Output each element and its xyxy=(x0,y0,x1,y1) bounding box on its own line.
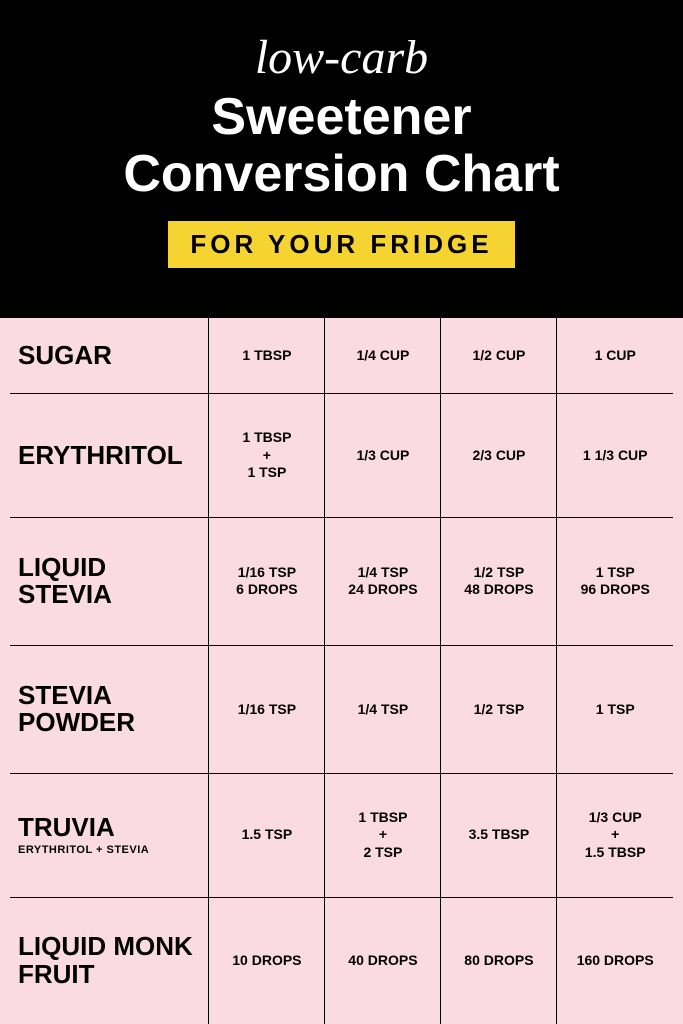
cell-value: 1 TSP 96 DROPS xyxy=(561,564,669,599)
conversion-cell: 1/3 CUP xyxy=(325,394,441,518)
conversion-table: SUGAR 1 TBSP 1/4 CUP 1/2 CUP 1 CUP ERYTHRITOL… xyxy=(10,318,673,1024)
page: low-carb Sweetener Conversion Chart FOR … xyxy=(0,0,683,1024)
table-row: LIQUID MONK FRUIT 10 DROPS 40 DROPS 80 DROP… xyxy=(10,897,673,1024)
script-label: low-carb xyxy=(40,30,643,85)
cell-value: 1/2 TSP xyxy=(445,701,552,719)
conversion-cell: 1/2 CUP xyxy=(441,318,557,393)
row-name: SUGAR xyxy=(18,342,204,369)
conversion-table-wrap: SUGAR 1 TBSP 1/4 CUP 1/2 CUP 1 CUP ERYTHRITOL… xyxy=(0,318,683,1024)
table-row: TRUVIA ERYTHRITOL + STEVIA 1.5 TSP 1 TBSP +… xyxy=(10,773,673,897)
conversion-cell: 1/2 TSP xyxy=(441,645,557,773)
cell-value: 1 TBSP + 2 TSP xyxy=(329,809,436,862)
conversion-cell: 1.5 TSP xyxy=(209,773,325,897)
cell-value: 1/3 CUP + 1.5 TBSP xyxy=(561,809,669,862)
conversion-cell: 1 TSP 96 DROPS xyxy=(557,518,673,646)
cell-value: 1/4 TSP 24 DROPS xyxy=(329,564,436,599)
conversion-cell: 1/4 TSP xyxy=(325,645,441,773)
conversion-cell: 40 DROPS xyxy=(325,897,441,1024)
row-name: ERYTHRITOL xyxy=(18,442,204,469)
conversion-cell: 10 DROPS xyxy=(209,897,325,1024)
table-row: STEVIA POWDER 1/16 TSP 1/4 TSP 1/2 TSP 1 TSP xyxy=(10,645,673,773)
conversion-cell: 80 DROPS xyxy=(441,897,557,1024)
cell-value: 40 DROPS xyxy=(329,952,436,970)
row-label-cell: SUGAR xyxy=(10,318,209,393)
cell-value: 1/16 TSP xyxy=(213,701,320,719)
conversion-cell: 1 TSP xyxy=(557,645,673,773)
table-row: LIQUID STEVIA 1/16 TSP 6 DROPS 1/4 TSP 24 … xyxy=(10,518,673,646)
conversion-cell: 160 DROPS xyxy=(557,897,673,1024)
conversion-cell: 3.5 TBSP xyxy=(441,773,557,897)
row-label-cell: ERYTHRITOL xyxy=(10,394,209,518)
conversion-cell: 1/16 TSP 6 DROPS xyxy=(209,518,325,646)
main-title: Sweetener Conversion Chart xyxy=(40,89,643,203)
conversion-cell: 1 1/3 CUP xyxy=(557,394,673,518)
row-name: LIQUID STEVIA xyxy=(18,554,204,609)
subtitle-badge: FOR YOUR FRIDGE xyxy=(168,221,514,268)
row-label-cell: LIQUID MONK FRUIT xyxy=(10,897,209,1024)
cell-value: 1 CUP xyxy=(561,347,669,365)
cell-value: 3.5 TBSP xyxy=(445,826,552,844)
conversion-cell: 1/4 TSP 24 DROPS xyxy=(325,518,441,646)
conversion-cell: 1/16 TSP xyxy=(209,645,325,773)
conversion-cell: 2/3 CUP xyxy=(441,394,557,518)
header: low-carb Sweetener Conversion Chart FOR … xyxy=(0,0,683,318)
conversion-cell: 1/4 CUP xyxy=(325,318,441,393)
cell-value: 1/2 CUP xyxy=(445,347,552,365)
title-line-2: Conversion Chart xyxy=(123,145,559,203)
table-row: ERYTHRITOL 1 TBSP + 1 TSP 1/3 CUP 2/3 CUP 1 … xyxy=(10,394,673,518)
row-label-cell: TRUVIA ERYTHRITOL + STEVIA xyxy=(10,773,209,897)
row-name: TRUVIA xyxy=(18,814,204,841)
cell-value: 80 DROPS xyxy=(445,952,552,970)
cell-value: 1 TSP xyxy=(561,701,669,719)
cell-value: 1/4 CUP xyxy=(329,347,436,365)
title-line-1: Sweetener xyxy=(211,88,471,146)
cell-value: 1 TBSP xyxy=(213,347,320,365)
row-label-cell: LIQUID STEVIA xyxy=(10,518,209,646)
cell-value: 160 DROPS xyxy=(561,952,669,970)
row-name: STEVIA POWDER xyxy=(18,682,204,737)
cell-value: 1/4 TSP xyxy=(329,701,436,719)
cell-value: 1 1/3 CUP xyxy=(561,447,669,465)
conversion-cell: 1 CUP xyxy=(557,318,673,393)
conversion-cell: 1 TBSP + 1 TSP xyxy=(209,394,325,518)
row-name: LIQUID MONK FRUIT xyxy=(18,933,204,988)
conversion-cell: 1/3 CUP + 1.5 TBSP xyxy=(557,773,673,897)
cell-value: 1/3 CUP xyxy=(329,447,436,465)
cell-value: 1.5 TSP xyxy=(213,826,320,844)
row-label-cell: STEVIA POWDER xyxy=(10,645,209,773)
conversion-cell: 1 TBSP xyxy=(209,318,325,393)
cell-value: 1/2 TSP 48 DROPS xyxy=(445,564,552,599)
cell-value: 10 DROPS xyxy=(213,952,320,970)
conversion-cell: 1/2 TSP 48 DROPS xyxy=(441,518,557,646)
row-sublabel: ERYTHRITOL + STEVIA xyxy=(18,844,204,856)
conversion-cell: 1 TBSP + 2 TSP xyxy=(325,773,441,897)
cell-value: 2/3 CUP xyxy=(445,447,552,465)
cell-value: 1/16 TSP 6 DROPS xyxy=(213,564,320,599)
table-row: SUGAR 1 TBSP 1/4 CUP 1/2 CUP 1 CUP xyxy=(10,318,673,393)
cell-value: 1 TBSP + 1 TSP xyxy=(213,429,320,482)
